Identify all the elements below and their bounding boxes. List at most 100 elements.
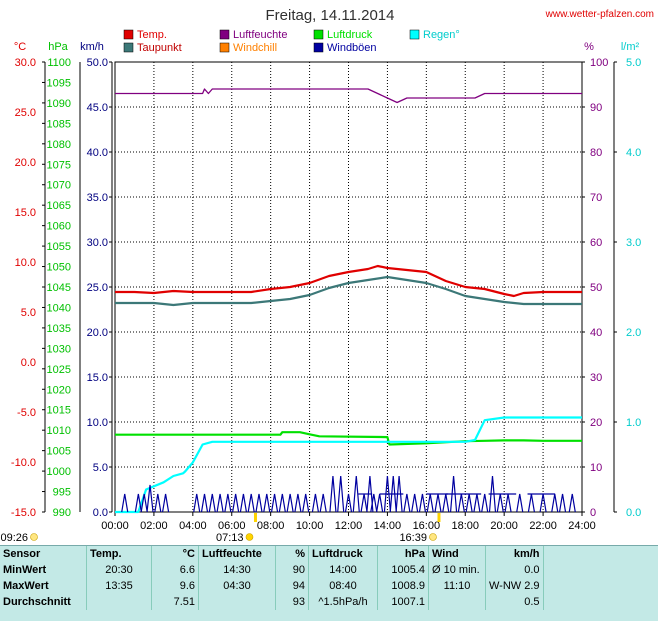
series-luftfeuchte bbox=[115, 88, 582, 104]
x-tick-label: 06:00 bbox=[218, 520, 246, 532]
gust-spike bbox=[278, 493, 286, 513]
tick-label-hpa: 1100 bbox=[47, 57, 71, 69]
gust-spike bbox=[224, 493, 232, 513]
tick-label-hpa: 1095 bbox=[47, 77, 71, 89]
stats-min-label: MinWert bbox=[0, 562, 87, 578]
gust-spike bbox=[134, 493, 142, 513]
tick-label-hpa: 1070 bbox=[47, 180, 71, 192]
stats-avg-hum-time bbox=[198, 594, 276, 610]
tick-label-temp: 30.0 bbox=[15, 57, 36, 69]
stats-max-temp-time: 13:35 bbox=[86, 578, 152, 594]
stats-h-press: Luftdruck bbox=[308, 546, 378, 562]
gust-spike bbox=[558, 493, 567, 513]
x-tick-label: 18:00 bbox=[451, 520, 479, 532]
gust-spike bbox=[146, 484, 154, 513]
stats-row-min: MinWert 20:30 6.6 14:30 90 14:00 1005.4 … bbox=[0, 562, 610, 578]
x-tick-label: 12:00 bbox=[335, 520, 363, 532]
x-tick-label: 20:00 bbox=[490, 520, 518, 532]
stats-min-press-time: 14:00 bbox=[308, 562, 378, 578]
legend-swatch bbox=[219, 29, 230, 40]
stats-h-hum-unit: % bbox=[275, 546, 309, 562]
gust-spike bbox=[383, 475, 392, 513]
sun-event-marker bbox=[437, 513, 441, 522]
unit-rain: l/m² bbox=[621, 41, 640, 53]
stats-max-wind-time: 11:10 bbox=[428, 578, 486, 594]
stats-header-row: Sensor Temp. °C Luftfeuchte % Luftdruck … bbox=[0, 546, 610, 562]
gust-spike bbox=[516, 493, 524, 513]
stats-h-hum: Luftfeuchte bbox=[198, 546, 276, 562]
tick-label-pct: 50 bbox=[590, 282, 602, 294]
statistics-panel: Sensor Temp. °C Luftfeuchte % Luftdruck … bbox=[0, 545, 658, 621]
tick-label-kmh: 30.0 bbox=[87, 237, 108, 249]
tick-label-rain: 5.0 bbox=[626, 57, 641, 69]
sun-event-marker bbox=[253, 513, 257, 522]
gust-spike bbox=[193, 493, 201, 513]
stats-avg-wind-label bbox=[428, 594, 486, 610]
gust-spike bbox=[568, 493, 576, 513]
tick-label-hpa: 1065 bbox=[47, 200, 71, 212]
legend-label: Luftdruck bbox=[327, 29, 373, 41]
tick-label-hpa: 1045 bbox=[47, 282, 71, 294]
stats-avg-press-trend: ^1.5hPa/h bbox=[308, 594, 378, 610]
x-tick-label: 08:00 bbox=[257, 520, 285, 532]
tick-label-temp: 20.0 bbox=[15, 157, 36, 169]
moon-icon bbox=[30, 533, 38, 541]
tick-label-rain: 4.0 bbox=[626, 147, 641, 159]
gust-spike bbox=[216, 493, 224, 513]
gust-spike bbox=[161, 493, 170, 513]
gust-spike bbox=[263, 493, 271, 513]
weather-chart: Freitag, 14.11.2014 www.wetter-pfalzen.c… bbox=[0, 0, 658, 545]
sun-icon bbox=[245, 533, 254, 541]
gust-spike bbox=[232, 493, 240, 513]
tick-label-rain: 2.0 bbox=[626, 327, 641, 339]
gust-spike bbox=[270, 493, 279, 513]
tick-label-hpa: 1020 bbox=[47, 384, 71, 396]
gust-spike bbox=[286, 493, 294, 513]
gust-spike bbox=[294, 493, 302, 513]
tick-label-temp: 5.0 bbox=[21, 307, 36, 319]
tick-label-hpa: 1050 bbox=[47, 262, 71, 274]
tick-label-hpa: 1090 bbox=[47, 98, 71, 110]
gust-spike bbox=[418, 493, 427, 513]
tick-label-hpa: 1000 bbox=[47, 466, 71, 478]
moon-icon bbox=[429, 533, 437, 541]
tick-label-hpa: 1010 bbox=[47, 425, 71, 437]
site-link[interactable]: www.wetter-pfalzen.com bbox=[545, 9, 654, 20]
tick-label-hpa: 990 bbox=[53, 507, 71, 519]
stats-min-temp: 6.6 bbox=[151, 562, 199, 578]
gust-spike bbox=[352, 475, 360, 513]
stats-row-avg: Durchschnitt 7.51 93 ^1.5hPa/h 1007.1 0.… bbox=[0, 594, 610, 610]
unit-kmh: km/h bbox=[80, 41, 104, 53]
axes-layer: 30.0 25.0 20.0 15.0 10.0 5.0 0.0 -5.0 -10.0 -15.0… bbox=[11, 57, 641, 532]
time-marks: 09:26 07:13 16:39 bbox=[0, 513, 441, 544]
legend-swatch bbox=[313, 29, 324, 40]
gust-spike bbox=[366, 475, 374, 513]
tick-label-pct: 80 bbox=[590, 147, 602, 159]
gust-spike bbox=[311, 493, 320, 513]
stats-avg-hum: 93 bbox=[275, 594, 309, 610]
tick-label-kmh: 15.0 bbox=[87, 372, 108, 384]
stats-avg-label: Durchschnitt bbox=[0, 594, 87, 610]
tick-label-hpa: 1060 bbox=[47, 221, 71, 233]
series-luftdruck bbox=[115, 431, 582, 446]
tick-label-kmh: 20.0 bbox=[87, 327, 108, 339]
unit-temp: °C bbox=[14, 41, 26, 53]
tick-label-hpa: 995 bbox=[53, 487, 71, 499]
unit-pct: % bbox=[584, 41, 594, 53]
x-tick-label: 22:00 bbox=[529, 520, 557, 532]
tick-label-hpa: 1080 bbox=[47, 139, 71, 151]
tick-label-hpa: 1055 bbox=[47, 241, 71, 253]
legend-label: Taupunkt bbox=[137, 42, 182, 54]
gust-spike bbox=[488, 475, 497, 513]
gust-spike bbox=[411, 493, 419, 513]
tick-label-hpa: 1025 bbox=[47, 364, 71, 376]
grid-layer bbox=[115, 62, 582, 512]
legend-swatch bbox=[313, 42, 324, 53]
tick-label-temp: 25.0 bbox=[15, 107, 36, 119]
time-mark-label: 16:39 bbox=[399, 532, 427, 544]
legend-swatch bbox=[219, 42, 230, 53]
stats-avg-press: 1007.1 bbox=[377, 594, 429, 610]
x-tick-label: 16:00 bbox=[413, 520, 441, 532]
gust-spike bbox=[239, 493, 248, 513]
chart-background bbox=[0, 0, 658, 545]
